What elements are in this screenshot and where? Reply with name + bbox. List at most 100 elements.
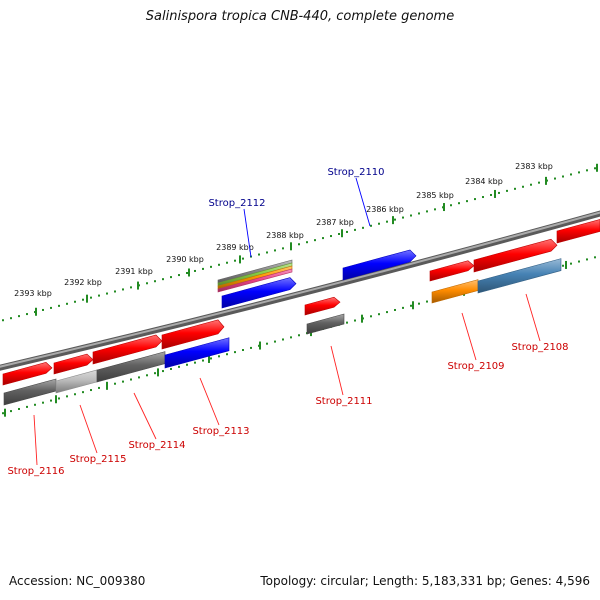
upper-scale-dot (522, 185, 524, 188)
backbone-layer (0, 210, 600, 371)
lower-scale-dot (82, 391, 84, 394)
upper-scale-dot (258, 253, 260, 256)
label-layer: Strop_2110 Strop_2112 Strop_2108 Strop_2109… (7, 167, 568, 477)
upper-scale-dot (570, 173, 572, 176)
lower-scale-dot (402, 306, 404, 309)
lower-scale-dot (218, 355, 220, 358)
gene-block (221, 277, 297, 309)
upper-scale-dot (194, 269, 196, 272)
gene-block (431, 279, 479, 304)
upper-scale-dot (146, 282, 148, 285)
upper-scale-dot (322, 237, 324, 240)
upper-scale-dot (274, 249, 276, 252)
upper-scale-dot (10, 317, 12, 320)
gene-label-leader (243, 208, 252, 258)
upper-scale-dot (234, 259, 236, 262)
lower-scale-dot (202, 359, 204, 362)
lower-scale-dot (242, 349, 244, 352)
scale-tick-label: 2392 kbp (64, 278, 102, 287)
upper-scale-dot (330, 235, 332, 238)
gene-label-leader (461, 312, 477, 361)
upper-scale-dot (202, 267, 204, 270)
gene-label-leader (79, 404, 98, 454)
lower-scale-dot (394, 308, 396, 311)
gene-block (304, 296, 341, 316)
lower-scale-dot (578, 260, 580, 263)
lower-scale-dot (146, 374, 148, 377)
gene-label-leader (199, 377, 220, 426)
upper-scale-dot (418, 212, 420, 215)
lower-scale-dot (290, 336, 292, 339)
scale-tick-label: 2387 kbp (316, 218, 354, 227)
scale-tick-label: 2390 kbp (166, 255, 204, 264)
lower-scale-dot (50, 399, 52, 402)
lower-scale-dot (170, 367, 172, 370)
gene-block (217, 268, 293, 293)
map-title: Salinispora tropica CNB-440, complete ge… (145, 9, 455, 24)
gene-label-strop-2109: Strop_2109 (447, 361, 504, 372)
upper-scale-dot (354, 228, 356, 231)
lower-scale-dot (26, 405, 28, 408)
gene-label-leader (133, 392, 157, 440)
upper-scale-dot (266, 251, 268, 254)
upper-scale-dot (578, 171, 580, 174)
upper-scale-dot (538, 181, 540, 184)
lower-scale-dot (370, 315, 372, 318)
lower-scale-dot (194, 361, 196, 364)
gene-label-strop-2116: Strop_2116 (7, 466, 64, 477)
upper-scale-dot (226, 261, 228, 264)
lower-scale-dot (410, 304, 412, 307)
upper-scale-dot (314, 239, 316, 242)
upper-scale-dot (498, 191, 500, 194)
lower-scale-dot (130, 378, 132, 381)
upper-scale-dot (210, 265, 212, 268)
upper-scale-dot (154, 280, 156, 283)
upper-scale-dot (58, 304, 60, 307)
lower-scale-dot (74, 393, 76, 396)
scale-tick-label: 2384 kbp (465, 177, 503, 186)
lower-scale-dot (586, 258, 588, 261)
upper-scale-dot (506, 189, 508, 192)
lower-scale-dot (282, 338, 284, 341)
lower-scale-dot (378, 313, 380, 316)
lower-scale-dot (178, 365, 180, 368)
lower-scale-dot (250, 346, 252, 349)
upper-scale-dot (562, 175, 564, 178)
lower-scale-dot (234, 351, 236, 354)
gene-block (2, 362, 53, 386)
upper-scale-dot (554, 177, 556, 180)
upper-scale-dot (426, 210, 428, 213)
upper-scale-dot (218, 263, 220, 266)
upper-scale-dot (98, 294, 100, 297)
upper-scale-dot (90, 296, 92, 299)
gene-block (556, 219, 600, 244)
upper-scale-dot (386, 220, 388, 223)
lower-scale-dot (210, 357, 212, 360)
upper-scale-dot (170, 276, 172, 279)
lower-scale-dot (18, 407, 20, 410)
lower-scale-dot (42, 401, 44, 404)
upper-scale-dot (50, 306, 52, 309)
gene-label-leader (355, 177, 371, 227)
gene-label-strop-2112: Strop_2112 (208, 198, 265, 209)
upper-scale-dot (490, 193, 492, 196)
gene-block (161, 319, 225, 350)
gene-label-strop-2113: Strop_2113 (192, 426, 249, 437)
gene-layer (2, 219, 600, 406)
scale-tick-label: 2391 kbp (115, 267, 153, 276)
lower-scale-dot (98, 386, 100, 389)
upper-scale-dot (346, 230, 348, 233)
gene-label-strop-2114: Strop_2114 (128, 440, 185, 451)
upper-scale-dot (162, 278, 164, 281)
upper-scale-dot (394, 218, 396, 221)
lower-scale-dot (386, 311, 388, 314)
lower-scale-dot (266, 342, 268, 345)
gene-block (477, 258, 562, 294)
upper-scale-dot (474, 198, 476, 201)
lower-scale-dot (354, 319, 356, 322)
upper-scale-dot (530, 183, 532, 186)
accession-text: Accession: NC_009380 (9, 574, 146, 588)
upper-scale-dot (106, 292, 108, 295)
lower-scale-dot (10, 410, 12, 413)
gene-label-strop-2110: Strop_2110 (327, 167, 384, 178)
